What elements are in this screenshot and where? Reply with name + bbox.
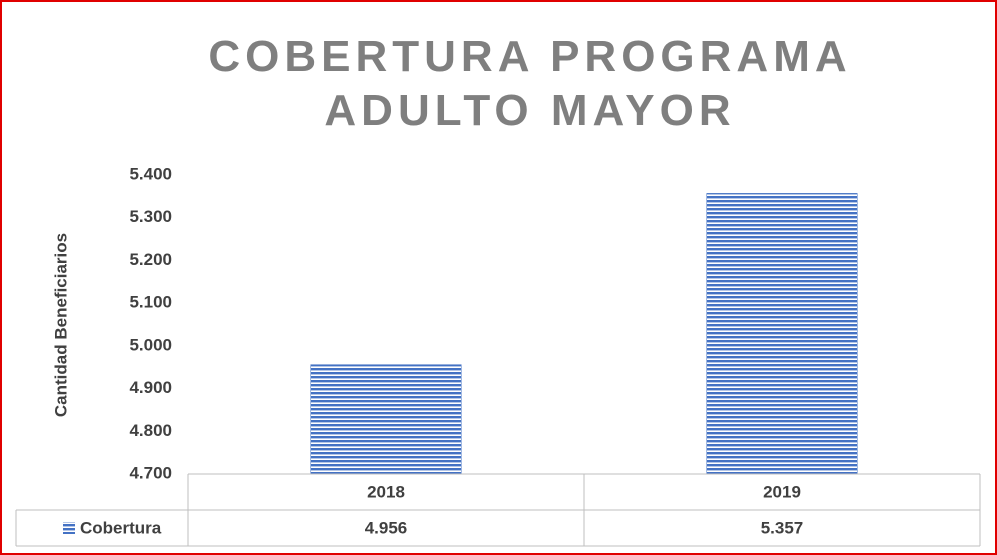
y-tick-label: 5.100 xyxy=(129,293,172,312)
chart-title: COBERTURA PROGRAMA ADULTO MAYOR xyxy=(208,32,852,135)
y-tick-label: 4.700 xyxy=(129,463,172,482)
y-tick-label: 4.800 xyxy=(129,421,172,440)
y-tick-label: 5.300 xyxy=(129,207,172,226)
y-axis-label: Cantidad Beneficiarios xyxy=(51,233,70,417)
legend-swatch xyxy=(63,522,75,534)
bar xyxy=(310,364,462,475)
y-tick-label: 5.000 xyxy=(129,335,172,354)
x-tick-label: 2018 xyxy=(367,482,405,501)
value-label: 5.357 xyxy=(761,518,804,537)
value-label: 4.956 xyxy=(365,518,408,537)
y-tick-label: 5.400 xyxy=(129,164,172,183)
x-tick-label: 2019 xyxy=(763,482,801,501)
legend-label: Cobertura xyxy=(80,518,162,537)
bar xyxy=(706,193,858,475)
y-tick-label: 4.900 xyxy=(129,378,172,397)
y-tick-label: 5.200 xyxy=(129,250,172,269)
